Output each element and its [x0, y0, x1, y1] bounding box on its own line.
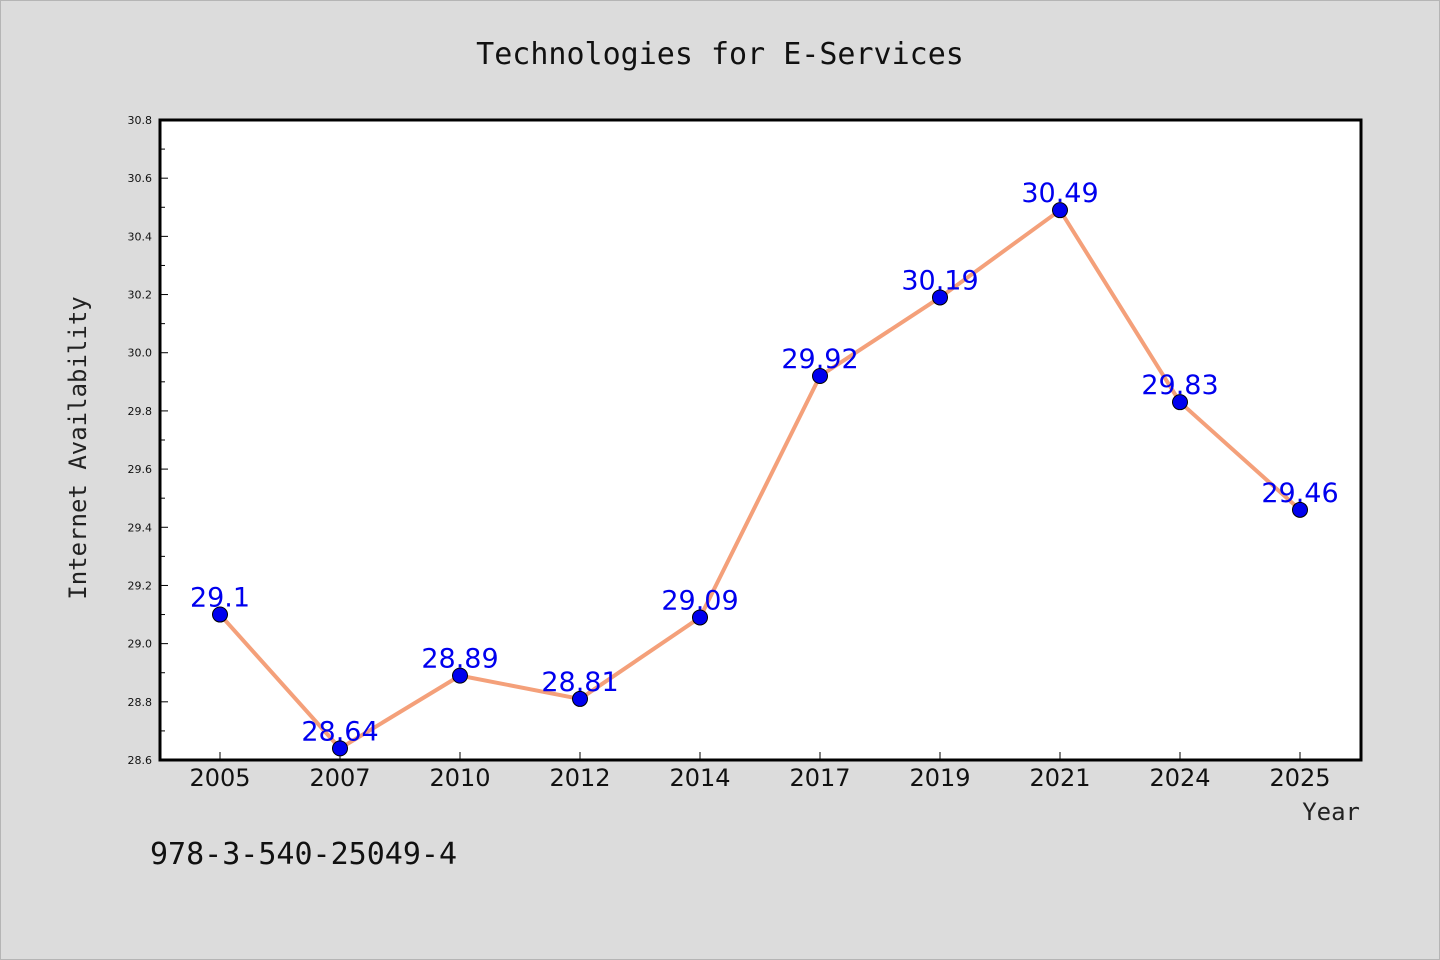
- plot-area: [158, 118, 1363, 762]
- x-tick-label: 2024: [1149, 764, 1210, 792]
- series-group: 29.1 28.64 28.89 28.81 29.09 29.92 30.19 30.49 2…: [190, 178, 1339, 757]
- y-tick-label: 29.8: [128, 405, 153, 418]
- x-tick-label: 2014: [669, 764, 730, 792]
- data-label: 30.49: [1021, 178, 1098, 209]
- data-label: 30.19: [901, 265, 978, 296]
- x-axis-label: Year: [1302, 798, 1360, 826]
- y-tick-label: 29.4: [128, 521, 153, 534]
- data-point: [1292, 501, 1308, 518]
- y-tick-label: 30.0: [128, 347, 153, 360]
- y-tick-label: 28.8: [128, 696, 153, 709]
- data-point: [1052, 202, 1068, 219]
- y-tick-label: 29.6: [128, 463, 153, 476]
- data-point: [452, 667, 468, 684]
- chart-title: Technologies for E-Services: [476, 37, 964, 72]
- isbn-footnote: 978-3-540-25049-4: [150, 837, 457, 872]
- y-tick-label: 30.4: [128, 230, 153, 243]
- x-tick-label: 2007: [309, 764, 370, 792]
- data-label: 29.1: [190, 583, 250, 614]
- y-tick-label: 30.8: [128, 114, 153, 127]
- x-tick-label: 2010: [429, 764, 490, 792]
- y-axis-label: Internet Availability: [64, 296, 92, 599]
- data-point: [572, 690, 588, 707]
- y-tick-label: 30.6: [128, 172, 153, 185]
- y-tick-label: 29.0: [128, 638, 153, 651]
- x-axis-ticks: 2005 2007 2010 2012 2014 2017 2019 2021 2024 2025: [189, 752, 1331, 792]
- x-tick-label: 2025: [1269, 764, 1330, 792]
- y-tick-label: 29.2: [128, 579, 153, 592]
- data-label: 29.83: [1141, 370, 1218, 401]
- y-axis-ticks: 28.6 28.8 29.0 29.2 29.4 29.6 29.8 30.0 30.2 30.4…: [128, 114, 168, 767]
- data-point: [1172, 394, 1188, 411]
- x-tick-label: 2017: [789, 764, 850, 792]
- data-point: [332, 740, 348, 757]
- data-point: [212, 606, 228, 623]
- data-label: 28.89: [421, 644, 498, 675]
- series-line: [218, 208, 1302, 751]
- x-tick-label: 2019: [909, 764, 970, 792]
- x-tick-label: 2021: [1029, 764, 1090, 792]
- x-tick-label: 2012: [549, 764, 610, 792]
- y-tick-label: 28.6: [128, 754, 153, 767]
- data-point: [692, 609, 708, 626]
- y-tick-label: 30.2: [128, 289, 153, 302]
- data-label: 28.64: [301, 716, 378, 747]
- data-point: [812, 368, 828, 384]
- data-label: 29.92: [781, 344, 858, 375]
- data-point: [932, 289, 948, 306]
- x-tick-label: 2005: [189, 764, 250, 792]
- data-label: 29.46: [1261, 478, 1338, 509]
- data-label: 29.09: [661, 585, 738, 616]
- data-label: 28.81: [541, 667, 618, 698]
